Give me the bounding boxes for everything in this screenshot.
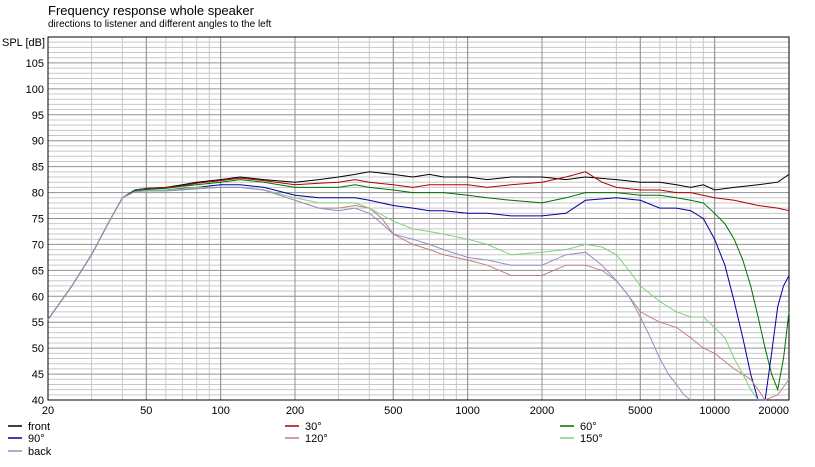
y-tick-label: 40 xyxy=(32,395,44,407)
y-tick-label: 45 xyxy=(32,369,44,381)
y-tick-label: 80 xyxy=(32,188,44,200)
legend-label: 120° xyxy=(305,433,328,445)
legend: front 30° 60° 90° 120° 150° back xyxy=(8,421,603,458)
series-line-60 xyxy=(47,179,790,392)
x-tick-label: 10000 xyxy=(699,405,730,417)
y-tick-label: 70 xyxy=(32,239,44,251)
x-tick-label: 20000 xyxy=(758,405,789,417)
y-tick-label: 95 xyxy=(32,110,44,122)
y-tick-label: 105 xyxy=(26,58,44,70)
y-tick-label: 50 xyxy=(32,343,44,355)
y-tick-label: 60 xyxy=(32,291,44,303)
y-tick-label: 100 xyxy=(26,84,44,96)
legend-item: 90° xyxy=(8,433,45,445)
legend-item: 150° xyxy=(560,433,603,445)
legend-label: 150° xyxy=(580,433,603,445)
y-axis-ticks: 40 45 50 55 60 65 70 75 80 85 90 95 100 105 xyxy=(26,58,44,407)
series-layer xyxy=(47,171,790,401)
x-tick-label: 200 xyxy=(286,405,304,417)
x-tick-label: 20 xyxy=(42,405,54,417)
y-tick-label: 90 xyxy=(32,136,44,148)
y-tick-label: 55 xyxy=(32,317,44,329)
legend-item: 120° xyxy=(285,433,328,445)
x-tick-label: 100 xyxy=(211,405,229,417)
legend-label: 60° xyxy=(580,421,597,433)
legend-item: front xyxy=(8,421,50,433)
major-grid xyxy=(47,36,790,401)
x-tick-label: 50 xyxy=(140,405,152,417)
legend-label: front xyxy=(28,421,50,433)
legend-item: 30° xyxy=(285,421,322,433)
legend-label: back xyxy=(28,446,52,458)
x-tick-label: 2000 xyxy=(530,405,554,417)
x-axis-ticks: 20 50 100 200 500 1000 2000 5000 10000 20000 xyxy=(42,405,789,417)
y-tick-label: 85 xyxy=(32,162,44,174)
x-tick-label: 1000 xyxy=(455,405,479,417)
legend-label: 30° xyxy=(305,421,322,433)
plot-frame xyxy=(47,36,790,401)
y-tick-label: 75 xyxy=(32,214,44,226)
chart-title: Frequency response whole speaker xyxy=(48,3,254,18)
series-line-150 xyxy=(47,186,759,401)
series-line-90 xyxy=(47,184,790,401)
legend-item: back xyxy=(8,446,52,458)
legend-item: 60° xyxy=(560,421,597,433)
x-tick-label: 500 xyxy=(384,405,402,417)
x-tick-label: 5000 xyxy=(628,405,652,417)
series-line-120 xyxy=(47,186,790,401)
y-axis-label: SPL [dB] xyxy=(2,37,45,49)
y-tick-label: 65 xyxy=(32,265,44,277)
series-line-back xyxy=(47,186,692,401)
chart-subtitle: directions to listener and different ang… xyxy=(48,19,272,30)
series-line-30 xyxy=(47,171,790,320)
legend-label: 90° xyxy=(28,433,45,445)
